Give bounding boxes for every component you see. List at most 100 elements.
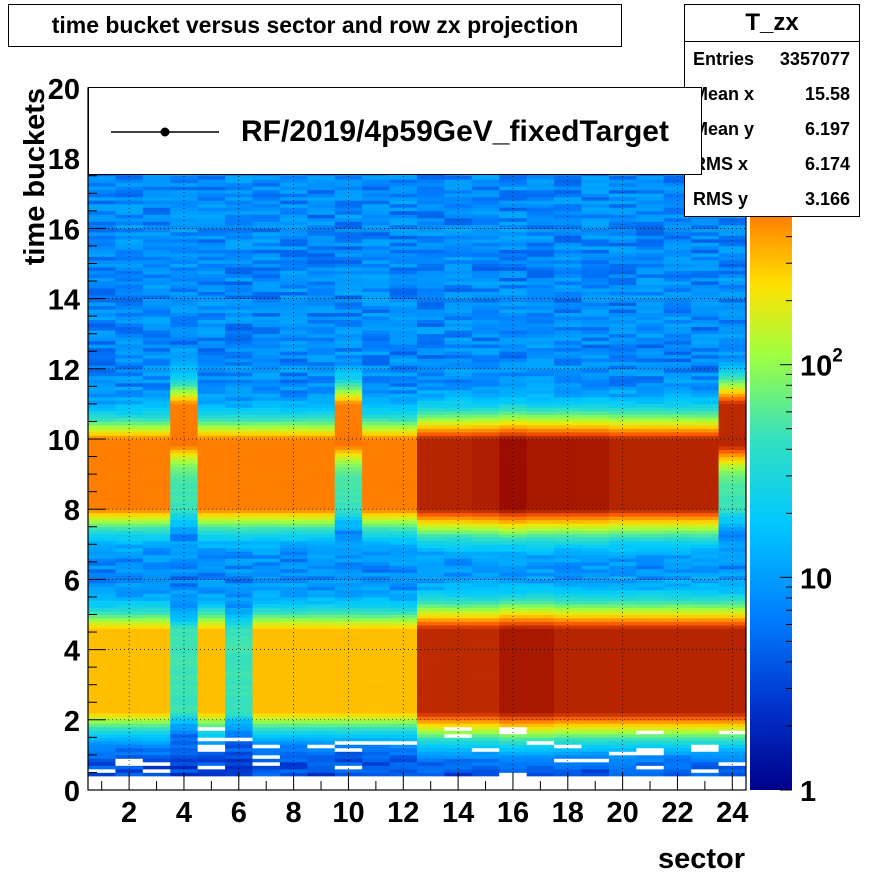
heatmap-cell <box>279 516 308 521</box>
heatmap-cell <box>389 281 418 285</box>
heatmap-cell <box>444 628 473 633</box>
heatmap-cell <box>417 733 445 738</box>
heatmap-cell <box>362 210 390 215</box>
heatmap-cell <box>608 565 637 570</box>
heatmap-cell <box>279 716 308 721</box>
heatmap-cell <box>718 768 746 773</box>
heatmap-cell <box>526 674 555 679</box>
heatmap-cell <box>526 358 555 363</box>
heatmap-cell <box>142 642 171 647</box>
heatmap-cell <box>142 319 171 324</box>
heatmap-cell <box>88 533 116 538</box>
heatmap-cell <box>115 347 144 352</box>
heatmap-cell <box>417 491 445 496</box>
heatmap-cell <box>636 723 665 728</box>
heatmap-cell <box>417 568 445 573</box>
heatmap-cell <box>252 572 281 577</box>
heatmap-cell <box>88 716 116 721</box>
heatmap-cell <box>279 705 308 710</box>
heatmap-cell <box>471 228 500 233</box>
heatmap-cell <box>362 238 390 243</box>
heatmap-cell <box>362 428 390 433</box>
heatmap-cell <box>499 179 528 184</box>
heatmap-cell <box>554 551 582 556</box>
heatmap-cell <box>471 554 500 559</box>
heatmap-cell <box>526 238 555 243</box>
heatmap-cell <box>389 249 418 254</box>
heatmap-cell <box>417 519 445 524</box>
heatmap-cell <box>636 547 665 552</box>
heatmap-cell <box>307 224 336 229</box>
heatmap-cell <box>581 551 610 556</box>
heatmap-cell <box>499 203 528 208</box>
heatmap-cell <box>307 530 336 535</box>
heatmap-cell <box>691 575 719 580</box>
heatmap-cell <box>307 737 336 742</box>
heatmap-cell <box>663 709 692 714</box>
heatmap-cell <box>417 474 445 479</box>
heatmap-cell <box>225 572 253 577</box>
heatmap-cell <box>389 340 418 345</box>
heatmap-cell <box>88 758 116 763</box>
stat-row-rms-y: RMS y 3.166 <box>685 182 859 217</box>
heatmap-cell <box>499 460 528 464</box>
heatmap-cell <box>307 502 336 507</box>
heatmap-cell <box>608 368 637 373</box>
heatmap-cell <box>88 467 116 471</box>
heatmap-cell <box>307 512 336 517</box>
heatmap-cell <box>362 354 390 359</box>
heatmap-cell <box>225 593 253 598</box>
heatmap-cell <box>362 330 390 335</box>
heatmap-cell <box>471 456 500 461</box>
heatmap-cell <box>691 670 719 675</box>
heatmap-cell <box>334 231 363 236</box>
heatmap-cell <box>417 674 445 679</box>
heatmap-cell <box>444 207 473 212</box>
heatmap-cell <box>471 614 500 619</box>
heatmap-cell <box>526 386 555 391</box>
heatmap-cell <box>279 337 308 342</box>
heatmap-cell <box>142 754 171 759</box>
heatmap-cell <box>170 456 199 461</box>
heatmap-cell <box>252 596 281 601</box>
heatmap-cell <box>608 175 637 180</box>
heatmap-cell <box>389 305 418 310</box>
heatmap-cell <box>444 579 473 584</box>
heatmap-cell <box>279 565 308 570</box>
heatmap-cell <box>636 186 665 191</box>
heatmap-cell <box>581 238 610 243</box>
heatmap-cell <box>471 340 500 345</box>
heatmap-cell <box>526 354 555 359</box>
heatmap-cell <box>334 400 363 405</box>
heatmap-cell <box>225 228 253 233</box>
y-tick-label: 10 <box>48 425 80 457</box>
heatmap-cell <box>88 421 116 426</box>
heatmap-cell <box>499 284 528 289</box>
heatmap-cell <box>417 740 445 745</box>
heatmap-cell <box>197 231 226 236</box>
heatmap-cell <box>389 189 418 194</box>
heatmap-cell <box>608 259 637 264</box>
heatmap-cell <box>142 603 171 608</box>
heatmap-cell <box>197 196 226 201</box>
heatmap-cell <box>307 768 336 773</box>
heatmap-cell <box>691 491 719 496</box>
heatmap-cell <box>279 235 308 240</box>
heatmap-cell <box>88 400 116 405</box>
heatmap-cell <box>581 484 610 489</box>
heatmap-cell <box>252 674 281 679</box>
heatmap-cell <box>471 358 500 363</box>
heatmap-cell <box>170 281 199 285</box>
heatmap-cell <box>279 544 308 549</box>
heatmap-cell <box>362 670 390 675</box>
heatmap-cell <box>718 221 746 226</box>
heatmap-cell <box>526 667 555 672</box>
heatmap-cell <box>252 316 281 321</box>
heatmap-cell <box>636 316 665 321</box>
heatmap-cell <box>718 284 746 289</box>
heatmap-cell <box>197 558 226 563</box>
heatmap-cell <box>581 586 610 591</box>
heatmap-cell <box>526 702 555 707</box>
heatmap-cell <box>608 217 637 222</box>
y-axis-label: time buckets <box>19 88 51 265</box>
